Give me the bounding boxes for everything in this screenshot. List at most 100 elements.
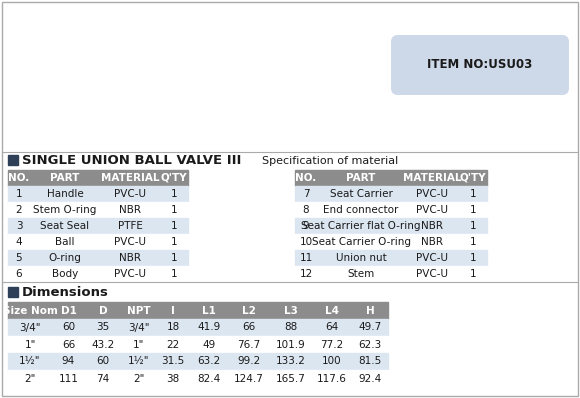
Text: 1: 1 [470, 205, 476, 215]
Text: 1: 1 [171, 269, 177, 279]
Text: 49.7: 49.7 [358, 322, 382, 332]
Text: L4: L4 [325, 306, 339, 316]
Text: 3/4": 3/4" [128, 322, 150, 332]
Text: 82.4: 82.4 [197, 373, 220, 384]
Text: 1: 1 [470, 269, 476, 279]
Text: ITEM NO:USU03: ITEM NO:USU03 [427, 59, 532, 72]
Text: 165.7: 165.7 [276, 373, 306, 384]
Text: PTFE: PTFE [118, 221, 143, 231]
Bar [295, 234, 487, 250]
Text: 1: 1 [470, 189, 476, 199]
Text: Body: Body [52, 269, 78, 279]
Text: Stem O-ring: Stem O-ring [33, 205, 97, 215]
Text: 76.7: 76.7 [237, 339, 260, 349]
Text: I: I [171, 306, 175, 316]
Text: Seat Carrier: Seat Carrier [329, 189, 393, 199]
Bar [8, 302, 388, 319]
Text: PVC-U: PVC-U [416, 269, 448, 279]
Text: D1: D1 [60, 306, 77, 316]
Text: 1: 1 [470, 237, 476, 247]
Text: MATERIAL: MATERIAL [403, 173, 461, 183]
Text: SINGLE UNION BALL VALVE III: SINGLE UNION BALL VALVE III [22, 154, 241, 168]
Text: 60: 60 [62, 322, 75, 332]
Text: 6: 6 [16, 269, 22, 279]
Bar [295, 170, 487, 186]
Bar [8, 250, 188, 266]
Text: PART: PART [346, 173, 376, 183]
Text: 60: 60 [96, 357, 110, 367]
Text: 63.2: 63.2 [197, 357, 220, 367]
Text: MATERIAL: MATERIAL [101, 173, 160, 183]
Text: PVC-U: PVC-U [416, 253, 448, 263]
Text: Q'TY: Q'TY [161, 173, 187, 183]
Bar [8, 234, 188, 250]
Text: 8: 8 [303, 205, 309, 215]
Text: NBR: NBR [119, 253, 141, 263]
Text: 1: 1 [171, 253, 177, 263]
Text: Handle: Handle [46, 189, 84, 199]
Text: 62.3: 62.3 [358, 339, 382, 349]
Text: PART: PART [50, 173, 79, 183]
Bar [295, 266, 487, 282]
Text: PVC-U: PVC-U [416, 189, 448, 199]
Text: D: D [99, 306, 107, 316]
Text: 5: 5 [16, 253, 22, 263]
Text: 38: 38 [166, 373, 180, 384]
Text: 41.9: 41.9 [197, 322, 220, 332]
Text: 1½": 1½" [19, 357, 41, 367]
Bar [8, 155, 18, 165]
Bar [295, 202, 487, 218]
Text: 100: 100 [322, 357, 342, 367]
Text: 4: 4 [16, 237, 22, 247]
Text: 111: 111 [59, 373, 78, 384]
Bar [8, 370, 388, 387]
Text: Stem: Stem [347, 269, 375, 279]
Text: PVC-U: PVC-U [114, 189, 146, 199]
Text: 1: 1 [171, 205, 177, 215]
Text: Union nut: Union nut [336, 253, 386, 263]
Text: 124.7: 124.7 [234, 373, 264, 384]
Text: 101.9: 101.9 [276, 339, 306, 349]
Text: End connector: End connector [323, 205, 398, 215]
Text: 77.2: 77.2 [320, 339, 343, 349]
Bar [8, 202, 188, 218]
Text: 88: 88 [284, 322, 297, 332]
Text: 64: 64 [325, 322, 339, 332]
Text: Seat Carrier flat O-ring: Seat Carrier flat O-ring [301, 221, 420, 231]
Bar [8, 336, 388, 353]
Text: Specification of material: Specification of material [262, 156, 398, 166]
Text: Dimensions: Dimensions [22, 287, 109, 300]
Text: NBR: NBR [119, 205, 141, 215]
Text: 74: 74 [96, 373, 110, 384]
Bar [2, 2, 578, 150]
Bar [295, 218, 487, 234]
Bar [295, 250, 487, 266]
Text: NO.: NO. [295, 173, 317, 183]
Text: 117.6: 117.6 [317, 373, 347, 384]
Text: 1": 1" [133, 339, 144, 349]
Bar [8, 353, 388, 370]
Text: 66: 66 [242, 322, 256, 332]
Text: H: H [365, 306, 374, 316]
Text: 66: 66 [62, 339, 75, 349]
Text: 9: 9 [303, 221, 309, 231]
Bar [8, 319, 388, 336]
Text: L3: L3 [284, 306, 298, 316]
Text: 43.2: 43.2 [92, 339, 115, 349]
Bar [295, 186, 487, 202]
Text: L2: L2 [242, 306, 256, 316]
Text: PVC-U: PVC-U [114, 237, 146, 247]
Text: 11: 11 [299, 253, 313, 263]
Text: 81.5: 81.5 [358, 357, 382, 367]
Text: 3: 3 [16, 221, 22, 231]
Text: 1: 1 [16, 189, 22, 199]
Text: 1": 1" [24, 339, 36, 349]
Text: NPT: NPT [127, 306, 151, 316]
Bar [8, 186, 188, 202]
Text: 1: 1 [470, 221, 476, 231]
Text: 35: 35 [96, 322, 110, 332]
Text: Q'TY: Q'TY [460, 173, 486, 183]
Text: NO.: NO. [8, 173, 30, 183]
Text: NBR: NBR [421, 237, 443, 247]
Text: 1: 1 [171, 189, 177, 199]
